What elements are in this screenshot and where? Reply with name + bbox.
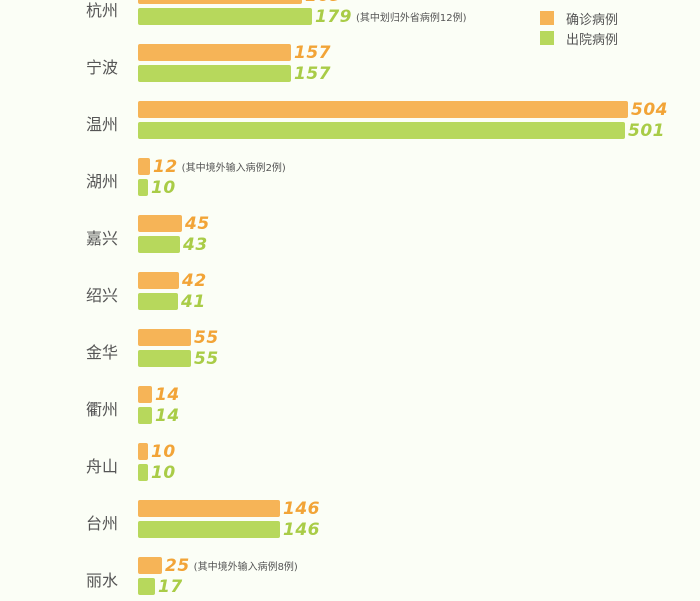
confirmed-bar [138, 272, 179, 289]
confirmed-bar [138, 101, 628, 118]
confirmed-bar [138, 386, 152, 403]
discharged-bar [138, 293, 178, 310]
discharged-bar-row: 501 [138, 120, 669, 141]
legend-label: 出院病例 [566, 32, 619, 48]
legend-swatch-confirmed [540, 11, 554, 25]
confirmed-bar [138, 0, 302, 4]
discharged-value-label: 501 [628, 120, 665, 141]
category-label: 杭州 [86, 1, 119, 20]
discharged-bar [138, 578, 155, 595]
discharged-bar [138, 464, 148, 481]
discharged-value-label: 17 [158, 576, 183, 597]
discharged-value-label: 10 [151, 177, 176, 198]
chart-group: 衢州 14 14 [0, 384, 700, 430]
discharged-bar-row: 41 [138, 291, 210, 312]
confirmed-bar-row: 146 [138, 498, 324, 519]
chart-group: 湖州 12 (其中境外输入病例2例) 10 [0, 156, 700, 202]
discharged-bar [138, 179, 148, 196]
legend-item-confirmed: 确诊病例 [540, 8, 618, 28]
discharged-value-label: 43 [183, 234, 208, 255]
confirmed-bar [138, 557, 162, 574]
confirmed-bar [138, 44, 291, 61]
confirmed-value-label: 169 [305, 0, 342, 6]
discharged-value-label: 146 [283, 519, 320, 540]
category-label: 金华 [86, 343, 119, 362]
discharged-bar-row: 14 [138, 405, 184, 426]
confirmed-bar-row: 169 [138, 0, 346, 6]
legend-item-discharged: 出院病例 [540, 28, 618, 48]
discharged-bar-row: 10 [138, 177, 180, 198]
discharged-bar-row: 43 [138, 234, 212, 255]
discharged-bar [138, 350, 191, 367]
discharged-value-label: 179 [315, 6, 352, 27]
confirmed-bar [138, 443, 148, 460]
category-label: 嘉兴 [86, 229, 119, 248]
category-label: 温州 [86, 115, 119, 134]
category-label: 丽水 [86, 571, 119, 590]
category-label: 绍兴 [86, 286, 119, 305]
discharged-bar [138, 122, 625, 139]
discharged-bar [138, 65, 291, 82]
discharged-bar-row: 157 [138, 63, 335, 84]
confirmed-bar-row: 42 [138, 270, 211, 291]
confirmed-annotation: (其中境外输入病例8例) [193, 562, 298, 573]
confirmed-value-label: 25 [165, 555, 190, 576]
chart-group: 绍兴 42 41 [0, 270, 700, 316]
confirmed-bar [138, 329, 191, 346]
confirmed-bar-row: 25 (其中境外输入病例8例) [138, 555, 298, 576]
legend-label: 确诊病例 [566, 12, 619, 28]
discharged-bar [138, 407, 152, 424]
discharged-value-label: 10 [151, 462, 176, 483]
category-label: 舟山 [86, 457, 119, 476]
confirmed-bar-row: 10 [138, 441, 180, 462]
category-label: 宁波 [86, 58, 119, 77]
discharged-annotation: (其中划归外省病例12例) [356, 13, 467, 24]
legend: 确诊病例 出院病例 [540, 8, 618, 48]
confirmed-bar-row: 12 (其中境外输入病例2例) [138, 156, 286, 177]
discharged-value-label: 14 [155, 405, 180, 426]
discharged-bar-row: 10 [138, 462, 180, 483]
confirmed-value-label: 42 [182, 270, 207, 291]
discharged-bar [138, 521, 280, 538]
chart-group: 宁波 157 157 [0, 42, 700, 88]
chart-group: 台州 146 146 [0, 498, 700, 544]
confirmed-bar [138, 158, 150, 175]
chart-group: 杭州 169179 (其中划归外省病例12例) [0, 0, 700, 31]
confirmed-bar-row: 55 [138, 327, 223, 348]
confirmed-bar [138, 215, 182, 232]
chart-group: 丽水 25 (其中境外输入病例8例) 17 [0, 555, 700, 601]
confirmed-value-label: 157 [294, 42, 331, 63]
discharged-bar-row: 17 [138, 576, 187, 597]
confirmed-value-label: 12 [153, 156, 178, 177]
discharged-bar-row: 179 (其中划归外省病例12例) [138, 6, 467, 27]
discharged-value-label: 157 [294, 63, 331, 84]
legend-swatch-discharged [540, 31, 554, 45]
confirmed-value-label: 146 [283, 498, 320, 519]
chart-group: 金华 55 55 [0, 327, 700, 373]
discharged-bar [138, 8, 312, 25]
category-label: 衢州 [86, 400, 119, 419]
discharged-bar [138, 236, 180, 253]
confirmed-value-label: 504 [631, 99, 668, 120]
confirmed-bar-row: 157 [138, 42, 335, 63]
confirmed-value-label: 55 [194, 327, 219, 348]
discharged-bar-row: 55 [138, 348, 223, 369]
chart-group: 温州 504 501 [0, 99, 700, 145]
confirmed-value-label: 45 [185, 213, 210, 234]
confirmed-annotation: (其中境外输入病例2例) [181, 163, 286, 174]
chart-group: 舟山 10 10 [0, 441, 700, 487]
confirmed-value-label: 10 [151, 441, 176, 462]
chart-group: 嘉兴 45 43 [0, 213, 700, 259]
category-label: 台州 [86, 514, 119, 533]
discharged-bar-row: 146 [138, 519, 324, 540]
confirmed-bar-row: 14 [138, 384, 184, 405]
confirmed-value-label: 14 [155, 384, 180, 405]
confirmed-bar [138, 500, 280, 517]
confirmed-bar-row: 504 [138, 99, 672, 120]
category-label: 湖州 [86, 172, 119, 191]
discharged-value-label: 55 [194, 348, 219, 369]
discharged-value-label: 41 [181, 291, 206, 312]
confirmed-bar-row: 45 [138, 213, 214, 234]
